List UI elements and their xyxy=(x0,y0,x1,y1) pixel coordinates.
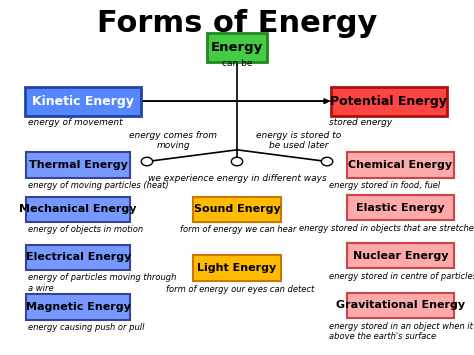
FancyBboxPatch shape xyxy=(347,293,454,318)
Text: Magnetic Energy: Magnetic Energy xyxy=(26,302,131,312)
Text: can be: can be xyxy=(222,59,252,68)
Text: energy stored in centre of particles: energy stored in centre of particles xyxy=(329,272,474,280)
Text: Gravitational Energy: Gravitational Energy xyxy=(336,300,465,310)
Text: stored energy: stored energy xyxy=(329,118,392,127)
Text: energy is stored to
be used later: energy is stored to be used later xyxy=(256,131,341,150)
Circle shape xyxy=(141,157,153,166)
Text: we experience energy in different ways: we experience energy in different ways xyxy=(147,174,327,183)
Text: energy of particles moving through
a wire: energy of particles moving through a wir… xyxy=(28,273,177,293)
Text: energy of moving particles (heat): energy of moving particles (heat) xyxy=(28,181,169,190)
Text: Mechanical Energy: Mechanical Energy xyxy=(19,204,137,214)
FancyBboxPatch shape xyxy=(193,197,281,222)
Text: form of energy our eyes can detect: form of energy our eyes can detect xyxy=(166,285,314,294)
FancyBboxPatch shape xyxy=(207,33,266,62)
Text: Electrical Energy: Electrical Energy xyxy=(26,252,131,262)
FancyBboxPatch shape xyxy=(330,87,447,116)
Text: energy comes from
moving: energy comes from moving xyxy=(129,131,217,150)
Circle shape xyxy=(231,157,243,166)
Text: Sound Energy: Sound Energy xyxy=(193,204,281,214)
Text: Potential Energy: Potential Energy xyxy=(330,95,447,108)
Text: Elastic Energy: Elastic Energy xyxy=(356,203,445,213)
FancyBboxPatch shape xyxy=(26,197,130,222)
FancyBboxPatch shape xyxy=(347,195,454,220)
FancyBboxPatch shape xyxy=(347,152,454,178)
Text: energy stored in food, fuel: energy stored in food, fuel xyxy=(329,181,441,190)
Text: Light Energy: Light Energy xyxy=(197,263,277,273)
Text: energy stored in objects that are stretched: energy stored in objects that are stretc… xyxy=(299,224,474,233)
FancyBboxPatch shape xyxy=(26,152,130,178)
Text: form of energy we can hear: form of energy we can hear xyxy=(180,225,297,234)
FancyBboxPatch shape xyxy=(26,294,130,320)
Text: energy stored in an object when it is
above the earth's surface: energy stored in an object when it is ab… xyxy=(329,322,474,341)
Circle shape xyxy=(321,157,333,166)
Text: energy of objects in motion: energy of objects in motion xyxy=(28,225,144,234)
Text: Chemical Energy: Chemical Energy xyxy=(348,160,453,170)
Text: energy causing push or pull: energy causing push or pull xyxy=(28,323,145,332)
FancyBboxPatch shape xyxy=(26,245,130,270)
FancyBboxPatch shape xyxy=(193,255,281,281)
Text: energy of movement: energy of movement xyxy=(28,118,123,127)
Text: Thermal Energy: Thermal Energy xyxy=(29,160,128,170)
Text: Nuclear Energy: Nuclear Energy xyxy=(353,251,448,261)
Text: Kinetic Energy: Kinetic Energy xyxy=(32,95,134,108)
Text: Energy: Energy xyxy=(211,42,263,54)
FancyBboxPatch shape xyxy=(347,243,454,268)
Text: Forms of Energy: Forms of Energy xyxy=(97,9,377,38)
FancyBboxPatch shape xyxy=(25,87,141,116)
